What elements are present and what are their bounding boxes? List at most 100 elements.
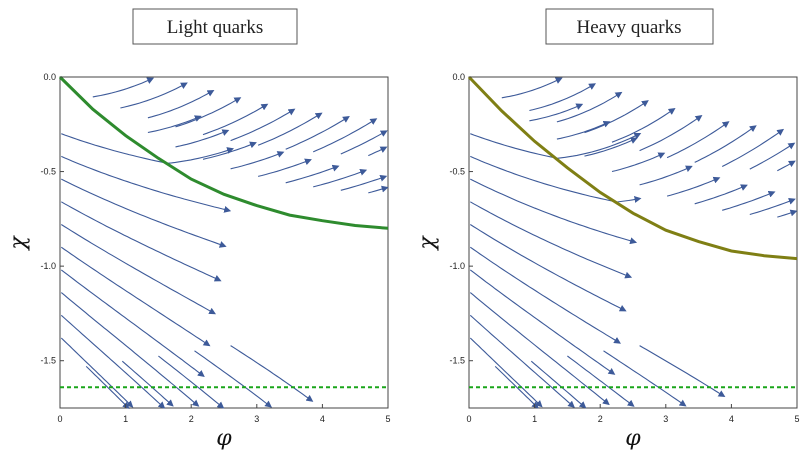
x-tick-label: 4 — [320, 414, 325, 424]
stream-line — [470, 178, 638, 245]
x-axis-label: φ — [625, 426, 641, 451]
stream-line — [666, 121, 730, 159]
x-tick-label: 1 — [532, 414, 537, 424]
y-axis-label: χ — [415, 235, 440, 252]
stream-line — [556, 91, 623, 123]
title-box — [545, 8, 714, 45]
stream-line — [230, 151, 285, 170]
stream-line — [60, 269, 205, 378]
x-tick-label: 0 — [466, 414, 471, 424]
stream-line — [230, 108, 296, 142]
x-tick-label: 1 — [123, 414, 128, 424]
stream-line — [60, 314, 166, 409]
stream-line — [368, 185, 389, 194]
stream-line — [61, 133, 235, 164]
stream-line — [584, 100, 649, 134]
panel-title: Light quarks — [167, 17, 264, 38]
y-tick-label: -1.5 — [40, 356, 56, 366]
stream-line — [194, 350, 273, 408]
stream-line — [529, 83, 597, 112]
stream-line — [556, 120, 611, 140]
stream-line — [529, 103, 584, 122]
stream-line — [60, 337, 134, 408]
x-tick-label: 3 — [663, 414, 668, 424]
stream-line — [285, 116, 350, 150]
stream-line — [639, 165, 693, 186]
stream-line — [470, 201, 633, 279]
x-tick-label: 5 — [385, 414, 390, 424]
stream-line — [175, 97, 242, 128]
stream-line — [61, 201, 222, 282]
stream-line — [85, 365, 130, 409]
stream-line — [61, 224, 217, 315]
stream-line — [60, 246, 211, 347]
x-tick-label: 2 — [189, 414, 194, 424]
stream-line — [230, 345, 314, 402]
axis-ticks: 0 1 2 3 4 5 0.0 -0.5 -1.0 -1.5 — [40, 72, 390, 424]
stream-line — [158, 355, 225, 409]
stream-line — [567, 355, 635, 407]
x-tick-label: 4 — [729, 414, 734, 424]
stream-line — [494, 365, 539, 409]
stream-line — [639, 114, 703, 152]
light-quarks-curve — [58, 75, 389, 230]
stream-line — [340, 130, 388, 155]
plot-frame — [468, 76, 798, 409]
stream-line — [469, 292, 610, 406]
stream-line — [61, 178, 227, 248]
stream-line — [368, 146, 388, 157]
y-axis-label: χ — [6, 235, 31, 252]
y-tick-label: -0.5 — [449, 167, 465, 177]
stream-line — [92, 77, 155, 98]
stream-line — [147, 90, 215, 119]
stream-line — [469, 314, 575, 408]
heavy-quarks-panel: Heavy quarks 0 1 2 3 4 5 0.0 -0.5 -1.0 -1.5 φ χ — [415, 8, 800, 451]
stream-line — [60, 292, 200, 407]
stream-line — [202, 141, 257, 160]
stream-lines — [60, 77, 389, 409]
stream-line — [285, 164, 340, 184]
y-tick-label: -1.0 — [40, 261, 56, 271]
stream-line — [61, 155, 232, 213]
x-tick-label: 0 — [57, 414, 62, 424]
stream-line — [603, 350, 687, 407]
stream-line — [257, 158, 312, 177]
stream-line — [175, 129, 230, 148]
stream-line — [749, 198, 796, 216]
stream-line — [257, 112, 323, 146]
stream-line — [469, 246, 621, 344]
stream-line — [501, 77, 563, 99]
y-tick-label: -0.5 — [40, 167, 56, 177]
stream-line — [611, 152, 666, 173]
heavy-quarks-curve — [467, 75, 798, 261]
y-tick-label: -1.5 — [449, 356, 465, 366]
stream-line — [694, 125, 757, 163]
panel-title: Heavy quarks — [577, 17, 682, 38]
y-tick-label: 0.0 — [452, 72, 465, 82]
stream-line — [749, 142, 796, 170]
stream-line — [312, 118, 378, 153]
light-quarks-panel: Light quarks 0 1 2 3 4 5 0.0 -0.5 -1.0 -1.5 φ χ — [6, 8, 391, 451]
axis-ticks: 0 1 2 3 4 5 0.0 -0.5 -1.0 -1.5 — [449, 72, 799, 424]
stream-line — [530, 360, 587, 409]
x-axis-label: φ — [216, 426, 232, 451]
stream-line — [777, 209, 798, 218]
stream-line — [469, 337, 543, 408]
stream-line — [121, 360, 174, 407]
stream-line — [721, 128, 785, 167]
stream-line — [340, 174, 388, 191]
stream-line — [313, 169, 368, 188]
title-box — [132, 8, 298, 45]
stream-line — [202, 103, 269, 136]
stream-line — [147, 115, 202, 134]
stream-line — [694, 184, 748, 205]
x-tick-label: 2 — [598, 414, 603, 424]
y-tick-label: -1.0 — [449, 261, 465, 271]
stream-line — [120, 82, 188, 109]
stream-line — [777, 160, 796, 172]
stream-line — [470, 224, 627, 312]
stream-line — [666, 176, 721, 197]
stream-line — [584, 137, 638, 157]
stream-line — [470, 132, 642, 159]
